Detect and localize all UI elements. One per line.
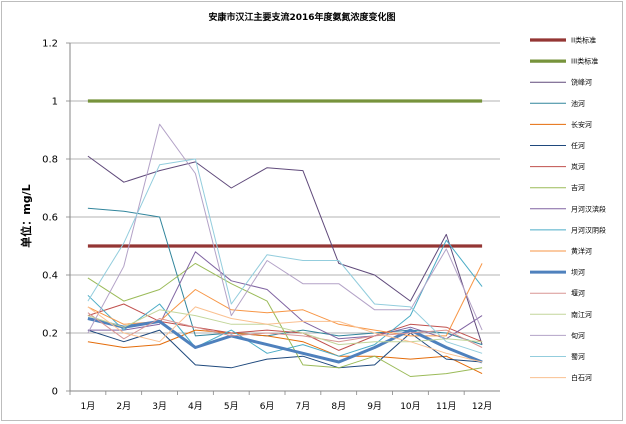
y-tick-label: 1.2	[42, 39, 58, 50]
x-tick-label: 4月	[188, 401, 203, 412]
x-tick-label: 6月	[260, 401, 275, 412]
legend: II类标准 III类标准饶峰河池河长安河任河岚河吉河月河汉滨段月河汉阴段黄洋河坝河…	[530, 36, 606, 382]
x-tick-label: 3月	[152, 401, 167, 412]
x-tick-label: 12月	[472, 401, 492, 412]
x-tick-label: 11月	[436, 401, 456, 412]
x-tick-label: 9月	[367, 401, 382, 412]
y-tick-label: 0.4	[42, 271, 58, 282]
series-line-2	[87, 155, 483, 345]
legend-label: 吉河	[571, 184, 585, 192]
y-axis-label: 单位：mg/L	[19, 184, 33, 247]
legend-label: 旬河	[571, 331, 585, 340]
series-line-6	[87, 303, 483, 351]
legend-label: 蜀河	[571, 353, 585, 361]
y-tick-labels: 0 0.2 0.4 0.6 0.8 1 1.2	[42, 39, 70, 398]
legend-label: 南江河	[571, 310, 592, 319]
series-line-12	[87, 312, 483, 348]
x-tick-label: 1月	[81, 401, 96, 412]
x-tick-label: 7月	[296, 401, 311, 412]
series-line-5	[87, 329, 483, 369]
legend-label: 饶峰河	[571, 78, 592, 87]
legend-label: 月河汉阴段	[571, 225, 606, 234]
chart-title: 安康市汉江主要支流2016年度氨氮浓度变化图	[208, 11, 395, 23]
x-tick-label: 8月	[331, 401, 346, 412]
series-line-15	[87, 158, 483, 354]
y-tick-label: 0.6	[42, 213, 58, 224]
x-tick-label: 5月	[224, 401, 239, 412]
legend-label: 堰河	[571, 289, 585, 298]
gridlines	[70, 42, 500, 334]
y-tick-label: 0.2	[42, 329, 58, 340]
legend-label: 长安河	[571, 120, 592, 129]
legend-label: 池河	[571, 99, 585, 108]
legend-label: 任河	[571, 141, 585, 150]
legend-label: II类标准	[571, 36, 596, 45]
series-line-14	[87, 123, 483, 334]
legend-label: 岚河	[571, 163, 585, 171]
y-tick-label: 0	[52, 387, 58, 398]
series-line-4	[87, 329, 483, 375]
series-line-7	[87, 262, 483, 377]
x-tick-labels: 1月 2月 3月 4月 5月 6月 7月 8月 9月 10月 11月 12月	[69, 391, 492, 412]
series-line-16	[87, 306, 483, 363]
legend-label: 白石河	[571, 373, 592, 382]
x-tick-label: 2月	[116, 401, 131, 412]
legend-label: 黄洋河	[571, 247, 592, 256]
series-lines	[87, 99, 483, 377]
y-tick-label: 1	[52, 97, 58, 108]
legend-label: 月河汉滨段	[571, 204, 606, 213]
y-tick-label: 0.8	[42, 155, 58, 166]
x-tick-label: 10月	[400, 401, 420, 412]
legend-label: III类标准	[571, 57, 598, 66]
series-line-8	[87, 251, 483, 340]
legend-label: 坝河	[571, 268, 585, 277]
series-line-13	[87, 309, 483, 346]
